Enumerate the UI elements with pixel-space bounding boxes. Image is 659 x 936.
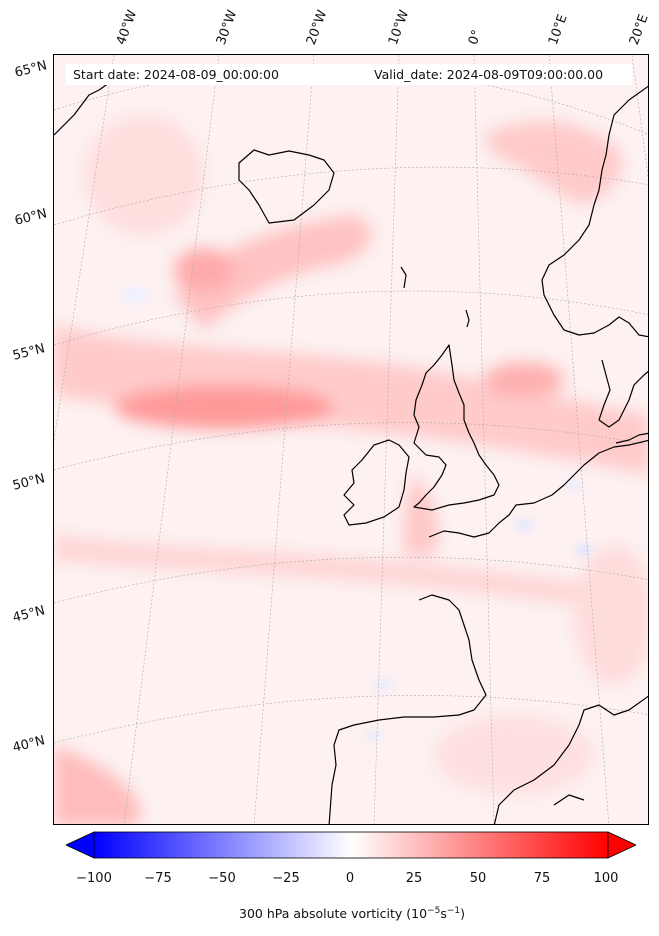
parallel-55 [54, 290, 648, 346]
parallel-65 [54, 67, 648, 135]
band-greenland-sea [84, 115, 204, 235]
meridian-10e [548, 55, 610, 824]
map-svg [54, 55, 648, 824]
colorbar-gradient [93, 831, 609, 859]
lon-label-40w: 40°W [113, 8, 141, 47]
band-north-atlantic [174, 215, 372, 330]
lon-label-30w: 30°W [213, 8, 241, 47]
coast-ireland [343, 439, 410, 526]
coast-faroe [400, 266, 407, 289]
header-box [66, 64, 632, 85]
colorbar-tick: 100 [593, 871, 619, 886]
vorticity-max-north-sea [484, 362, 564, 398]
band-europe [574, 545, 648, 685]
lat-label-60n: 60°N [13, 206, 49, 229]
coast-balearic [553, 794, 585, 806]
coast-denmark [598, 359, 648, 428]
band-uk [404, 475, 438, 555]
vorticity-field [54, 115, 648, 824]
lat-label-65n: 65°N [13, 58, 49, 81]
jet-band-main [54, 325, 648, 475]
band-norway-sea [484, 121, 623, 205]
lat-label-40n: 40°N [11, 733, 47, 756]
vorticity-map [53, 54, 649, 825]
colorbar-tick: 50 [469, 871, 487, 886]
parallel-40 [54, 695, 648, 744]
band-south [54, 535, 648, 615]
coast-baltic [615, 432, 648, 444]
lat-label-55n: 55°N [11, 341, 47, 364]
coast-biscay-iberia [328, 594, 487, 824]
lat-label-50n: 50°N [11, 471, 47, 494]
vorticity-max-west [174, 248, 234, 292]
lon-label-10e: 10°E [545, 12, 571, 48]
band-iberia [434, 715, 594, 795]
lon-label-0: 0° [465, 27, 486, 47]
meridian-20w [253, 55, 315, 824]
colorbar-min-extend [66, 831, 95, 859]
coast-iberia-med [493, 695, 648, 824]
start-date-label: Start date: 2024-08-09_00:00:00 [73, 67, 279, 82]
colorbar-tick: 0 [345, 871, 355, 886]
parallel-50 [54, 422, 648, 471]
colorbar-tick: 25 [405, 871, 423, 886]
colorbar-tick: −50 [208, 871, 236, 886]
lon-label-10w: 10°W [385, 8, 413, 47]
coast-channel [428, 439, 648, 538]
lon-label-20e: 20°E [626, 12, 652, 48]
colorbar-max-extend [607, 831, 636, 859]
colorbar-tick: −100 [76, 871, 112, 886]
coast-great-britain [413, 344, 500, 511]
colorbar-tick: −25 [272, 871, 300, 886]
parallel-60 [54, 166, 648, 226]
vorticity-max-atlantic [114, 385, 334, 429]
negative-vorticity-patches [120, 287, 592, 740]
meridian-30w [123, 55, 220, 824]
coast-norway [541, 85, 648, 338]
colorbar-title: 300 hPa absolute vorticity (10−5s−1) [238, 906, 466, 922]
colorbar-tick: −75 [144, 871, 172, 886]
coast-shetland [465, 309, 470, 328]
lat-label-45n: 45°N [11, 603, 47, 626]
lon-label-20w: 20°W [303, 8, 331, 47]
parallel-45 [54, 556, 648, 604]
coastlines [54, 74, 648, 824]
colorbar-tick: 75 [533, 871, 551, 886]
colorbar [66, 831, 636, 859]
band-southwest [54, 745, 142, 824]
valid-date-label: Valid_date: 2024-08-09T09:00:00.00 [374, 67, 604, 82]
coast-iceland [238, 149, 335, 224]
meridian-0 [473, 55, 495, 824]
